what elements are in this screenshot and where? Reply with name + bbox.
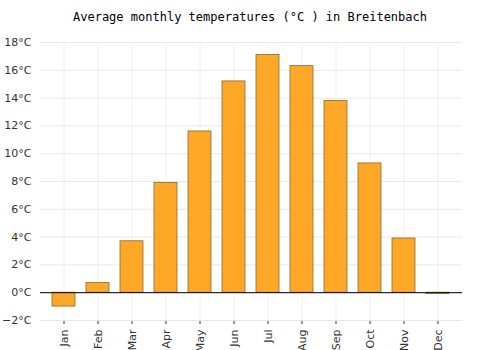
svg-text:Jan: Jan (58, 329, 71, 347)
svg-text:6°C: 6°C (11, 203, 31, 216)
svg-text:2°C: 2°C (11, 258, 31, 271)
svg-text:−2°C: −2°C (2, 314, 32, 327)
svg-text:8°C: 8°C (11, 175, 31, 188)
svg-text:Jun: Jun (228, 329, 241, 347)
svg-text:Apr: Apr (160, 329, 173, 349)
svg-text:16°C: 16°C (4, 64, 31, 77)
svg-text:0°C: 0°C (11, 286, 31, 299)
svg-text:14°C: 14°C (4, 92, 31, 105)
svg-text:Feb: Feb (92, 329, 105, 348)
svg-text:Nov: Nov (398, 329, 411, 350)
svg-text:4°C: 4°C (11, 231, 31, 244)
svg-text:10°C: 10°C (4, 147, 31, 160)
svg-text:May: May (194, 329, 207, 350)
html-text:Average monthly temperatures (: Average monthly temperatures (°C ) in Br… (73, 10, 427, 24)
svg-text:Sep: Sep (330, 329, 343, 350)
svg-text:Dec: Dec (432, 330, 445, 350)
svg-text:Jul: Jul (262, 330, 275, 344)
svg-text:Mar: Mar (126, 329, 139, 350)
svg-text:12°C: 12°C (4, 119, 31, 132)
svg-text:Oct: Oct (364, 329, 377, 349)
svg-text:Aug: Aug (296, 330, 309, 350)
svg-text:18°C: 18°C (4, 36, 31, 49)
